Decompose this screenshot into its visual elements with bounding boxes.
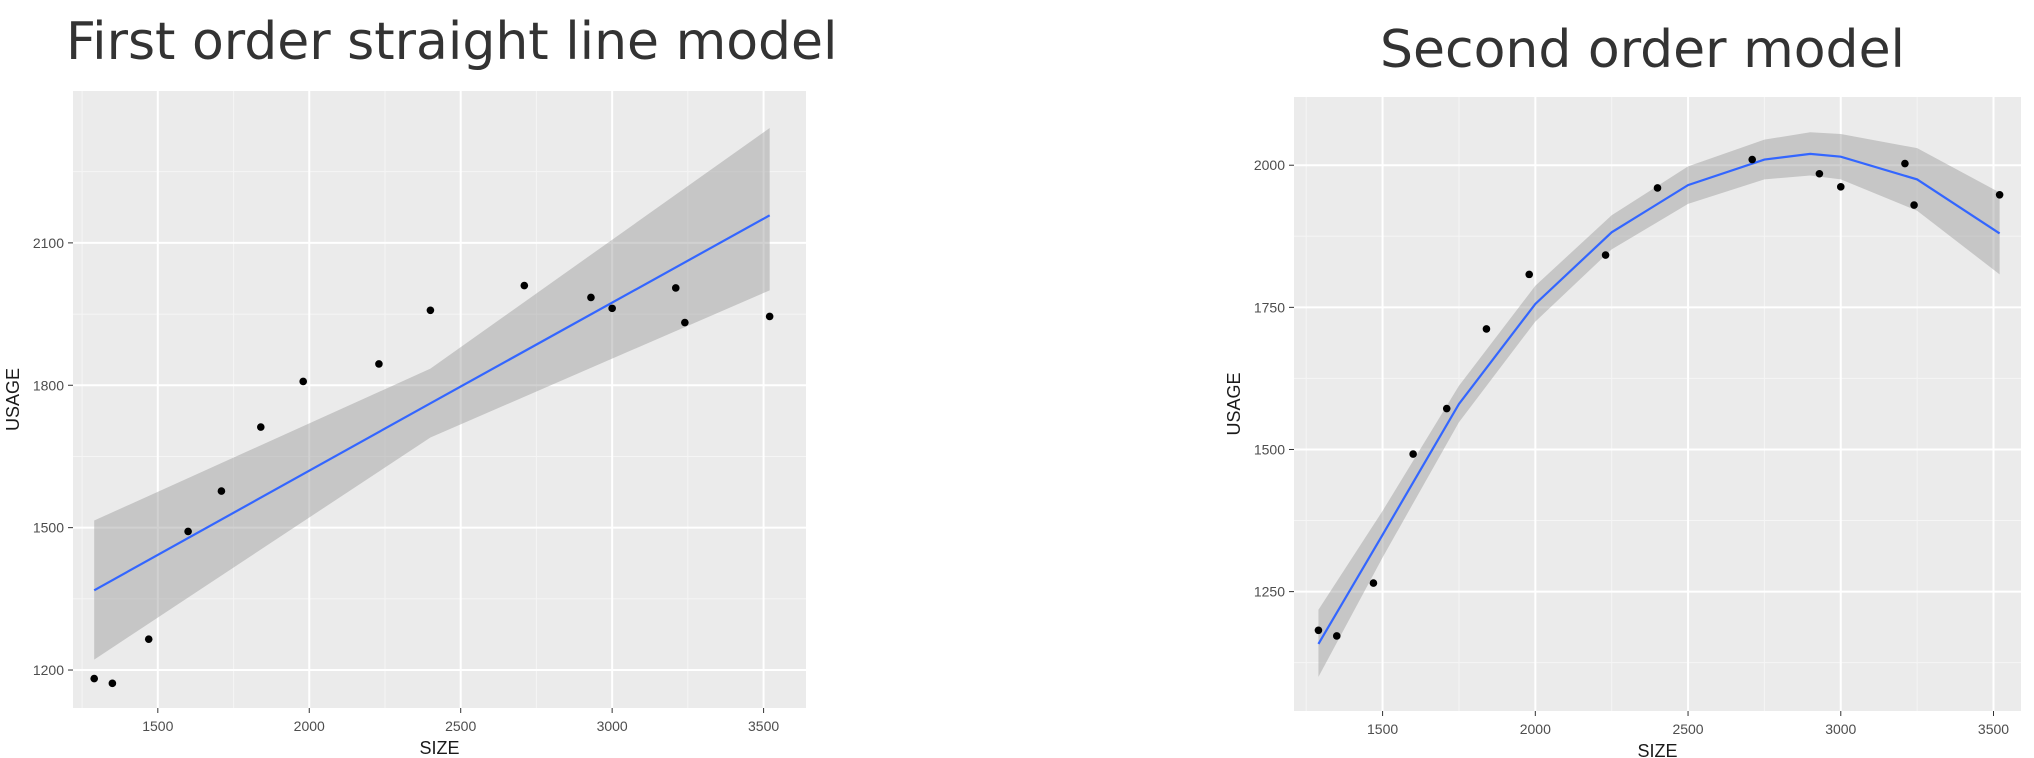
first-order-tick-label-y: 1500 bbox=[33, 520, 64, 536]
second-order-confidence-band bbox=[1318, 132, 2000, 677]
second-order-data-point bbox=[1910, 201, 1918, 209]
chart-title-first-order: First order straight line model bbox=[66, 12, 838, 72]
second-order-data-point bbox=[1601, 251, 1610, 259]
second-order-panel-background bbox=[1294, 97, 2021, 711]
first-order-tick-label-y: 1800 bbox=[33, 377, 64, 393]
first-order-confidence-band bbox=[94, 128, 770, 660]
first-order-y-axis-label: USAGE bbox=[3, 368, 23, 431]
second-order-data-point bbox=[1748, 155, 1756, 164]
second-order-data-point bbox=[1525, 270, 1534, 279]
first-order-data-point bbox=[426, 306, 435, 315]
first-order-data-point bbox=[608, 304, 616, 313]
second-order-tick-label-x: 3000 bbox=[1825, 721, 1856, 737]
first-order-data-point bbox=[299, 377, 307, 386]
first-order-tick-label-x: 2000 bbox=[294, 718, 325, 734]
second-order-data-point bbox=[1442, 404, 1451, 413]
second-order-tick-label-y: 1750 bbox=[1254, 299, 1285, 315]
second-order-fit-line bbox=[1317, 152, 2001, 645]
first-order-data-point bbox=[144, 635, 153, 643]
first-order-data-point bbox=[765, 312, 774, 321]
first-order-data-point bbox=[375, 360, 383, 368]
second-order-tick-label-y: 2000 bbox=[1254, 157, 1285, 173]
first-order-data-point bbox=[184, 527, 192, 536]
first-order-data-point bbox=[681, 318, 689, 327]
first-order-tick-label-x: 3500 bbox=[748, 718, 779, 734]
second-order-tick-label-x: 1500 bbox=[1367, 721, 1398, 737]
second-order-tick-label-y: 1250 bbox=[1254, 584, 1285, 600]
second-order-data-point bbox=[1409, 450, 1417, 458]
second-order-data-point bbox=[1369, 579, 1378, 587]
second-order-data-point bbox=[1653, 184, 1662, 192]
second-order-tick-label-y: 1500 bbox=[1254, 441, 1285, 457]
second-order-tick-label-x: 3500 bbox=[1978, 721, 2009, 737]
first-order-data-point bbox=[587, 293, 595, 302]
chart-title-second-order: Second order model bbox=[1380, 20, 1906, 80]
second-order-data-point bbox=[1332, 632, 1341, 640]
first-order-tick-label-y: 2100 bbox=[33, 235, 64, 251]
second-order-data-point bbox=[1482, 325, 1491, 333]
second-order-data-point bbox=[1901, 159, 1909, 168]
first-order-data-point bbox=[520, 281, 529, 290]
second-order-tick-label-x: 2000 bbox=[1520, 721, 1551, 737]
second-order-data-point bbox=[1314, 626, 1323, 635]
first-order-fit-line bbox=[93, 214, 771, 592]
second-order-y-axis-label: USAGE bbox=[1224, 372, 1244, 435]
first-order-data-point bbox=[108, 679, 117, 688]
first-order-tick-label-x: 2500 bbox=[445, 718, 476, 734]
second-order-data-point bbox=[1815, 169, 1824, 178]
first-order-x-axis-label: SIZE bbox=[419, 738, 459, 758]
first-order-data-point bbox=[90, 674, 99, 683]
second-order-data-point bbox=[1995, 190, 2004, 199]
first-order-data-point bbox=[256, 423, 265, 431]
second-order-tick-label-x: 2500 bbox=[1672, 721, 1703, 737]
second-order-data-point bbox=[1836, 183, 1845, 191]
first-order-tick-label-x: 1500 bbox=[142, 718, 173, 734]
first-order-tick-label-y: 1200 bbox=[33, 662, 64, 678]
first-order-tick-label-x: 3000 bbox=[597, 718, 628, 734]
second-order-x-axis-label: SIZE bbox=[1637, 741, 1677, 758]
first-order-data-point bbox=[671, 284, 680, 292]
first-order-data-point bbox=[217, 487, 226, 495]
